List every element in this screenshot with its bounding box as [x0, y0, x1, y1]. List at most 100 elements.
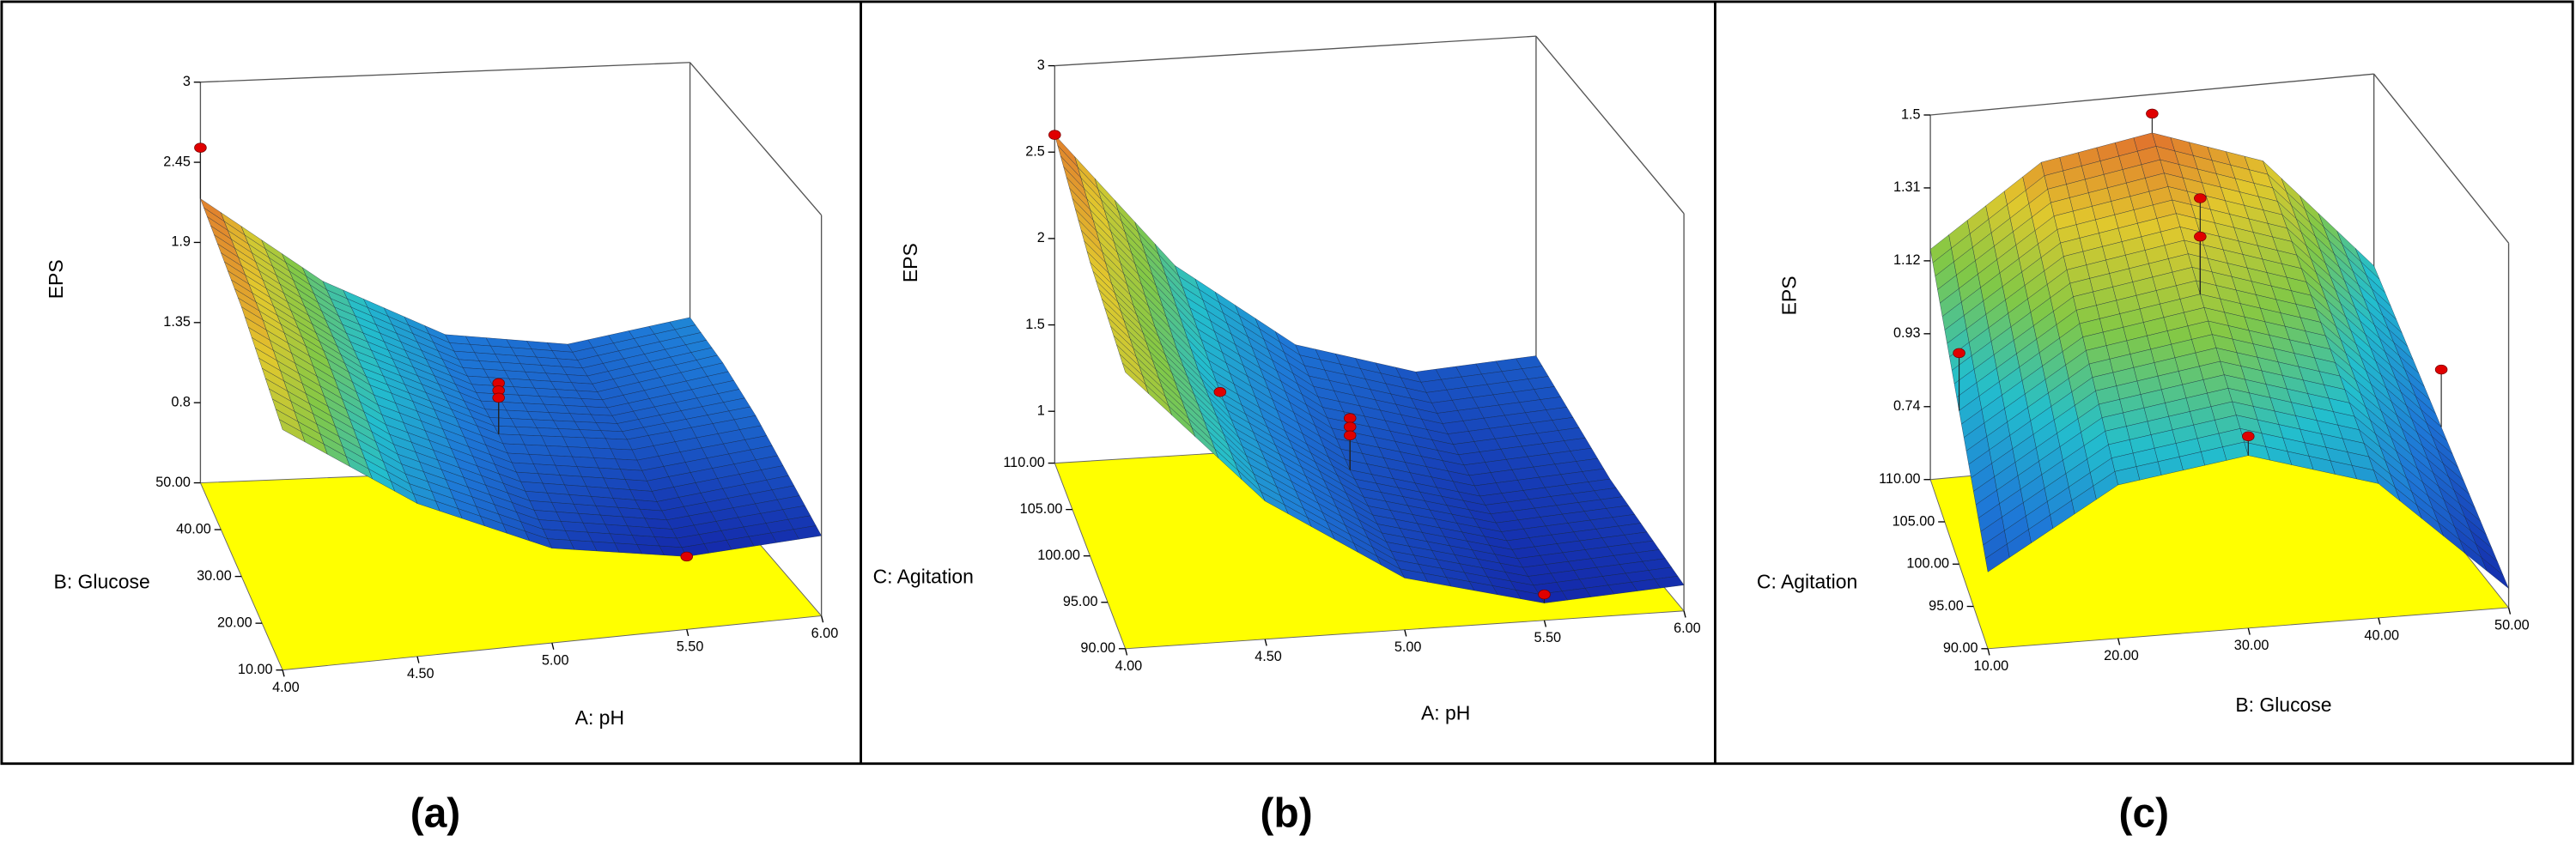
surface-cell [1107, 317, 1266, 501]
design-point [680, 551, 694, 562]
y-tick-label: 20.00 [217, 615, 252, 630]
surface-cell [2199, 294, 2350, 403]
z-axis-label: EPS [1778, 276, 1801, 315]
z-tick-label: 1.9 [171, 234, 191, 250]
x-tick-label: 40.00 [2364, 627, 2399, 643]
y-tick-label: 100.00 [1037, 548, 1080, 563]
surface-cell [1447, 417, 1611, 497]
y-tick-label: 95.00 [1929, 598, 1964, 614]
surface-cell [1295, 344, 1449, 434]
panel-label: (a) [410, 791, 460, 837]
surface-cell [1090, 262, 1243, 447]
box-edge [1054, 35, 1536, 67]
surface-cell [393, 444, 553, 549]
box-edge [200, 62, 690, 83]
design-point [1343, 421, 1357, 432]
z-axis-label: EPS [899, 243, 921, 282]
x-tick [416, 656, 420, 663]
y-axis-label: C: Agitation [873, 566, 974, 588]
design-point [1343, 430, 1357, 441]
design-point [1538, 589, 1551, 600]
y-tick-label: 105.00 [1893, 513, 1935, 529]
box-edge [1535, 35, 1685, 215]
design-point [1953, 348, 1965, 359]
surface-cell [1959, 323, 2099, 492]
design-point [2242, 431, 2255, 442]
surface-cell [1973, 403, 2118, 572]
surface-cell [1219, 391, 1378, 525]
design-point [1343, 413, 1357, 423]
z-tick-label: 0.93 [1893, 325, 1921, 341]
x-tick-label: 5.00 [1394, 639, 1422, 655]
z-tick-label: 2.5 [1025, 144, 1045, 160]
y-tick-label: 30.00 [197, 568, 232, 584]
surface-cell [627, 415, 789, 502]
surface-cell [2291, 241, 2442, 427]
x-tick-label: 4.00 [1115, 658, 1143, 674]
surface-cell [2099, 374, 2249, 486]
x-tick [686, 629, 690, 637]
x-tick-label: 4.00 [272, 680, 300, 695]
x-tick-label: 5.00 [542, 652, 569, 668]
design-point [492, 392, 505, 403]
design-point [194, 142, 207, 153]
panel-label: (b) [1261, 791, 1313, 837]
z-tick-label: 1.12 [1893, 252, 1921, 268]
y-tick-label: 110.00 [1003, 455, 1045, 470]
x-tick [2117, 638, 2121, 645]
surface-cell [2152, 132, 2293, 242]
x-tick [551, 642, 555, 650]
surface-cell [1415, 355, 1574, 434]
box-edge [690, 62, 823, 216]
z-tick-label: 1.31 [1893, 179, 1921, 195]
surface-cell [2040, 132, 2177, 244]
y-axis-label: B: Glucose [54, 570, 150, 592]
surface-cell [471, 384, 628, 440]
surface-cell [2223, 374, 2379, 484]
x-tick-label: 4.50 [1255, 649, 1282, 664]
x-tick [2247, 627, 2251, 635]
surface-cell [2060, 213, 2201, 324]
surface-cell [1511, 531, 1685, 603]
x-tick [2378, 617, 2381, 625]
surface-cell [199, 197, 348, 334]
y-tick-label: 110.00 [1879, 471, 1921, 487]
z-tick-label: 0.8 [171, 394, 191, 409]
design-point [2194, 231, 2207, 242]
x-tick-label: 50.00 [2494, 617, 2530, 633]
y-tick-label: 105.00 [1020, 501, 1063, 517]
x-tick-label: 6.00 [1674, 621, 1701, 636]
y-tick-label: 95.00 [1063, 594, 1098, 609]
surface-cell [656, 475, 823, 557]
surface-cell [498, 433, 658, 502]
surface-cell [1349, 469, 1513, 550]
x-tick [2507, 607, 2512, 615]
surface-cell [369, 385, 526, 492]
z-tick-label: 0.74 [1893, 398, 1921, 414]
x-tick [1124, 648, 1128, 656]
surface-cell [2079, 294, 2225, 405]
z-tick-label: 3 [1037, 58, 1045, 73]
surface-cell [2348, 402, 2509, 589]
y-tick-label: 100.00 [1906, 556, 1949, 572]
surface-cell [345, 332, 500, 435]
surface-cell [1197, 328, 1351, 471]
z-tick-label: 2 [1037, 230, 1045, 245]
x-tick-label: 5.50 [677, 639, 704, 655]
z-tick-label: 1.5 [1025, 317, 1045, 332]
surface-cell [1242, 445, 1406, 578]
z-tick-label: 1.5 [1901, 106, 1921, 122]
y-tick-label: 10.00 [238, 662, 273, 677]
surface-cell [240, 306, 394, 445]
x-tick-label: 6.00 [811, 626, 839, 641]
x-tick-label: 5.50 [1534, 630, 1561, 645]
box-edge [1930, 73, 2374, 116]
surface-cell [597, 362, 756, 440]
surface-facet [2481, 557, 2509, 589]
y-tick-label: 90.00 [1080, 640, 1115, 656]
surface-cell [1929, 161, 2061, 330]
x-tick [1404, 629, 1407, 637]
surface-cell [261, 367, 418, 505]
